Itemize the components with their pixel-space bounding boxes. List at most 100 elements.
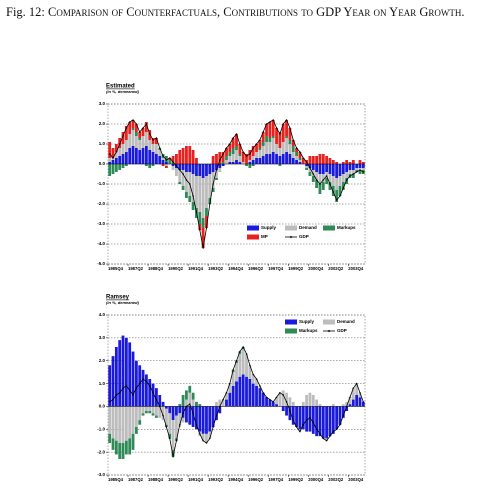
line-marker (178, 169, 181, 171)
line-marker (255, 143, 258, 145)
line-marker (282, 123, 285, 125)
bar (161, 160, 165, 164)
bar (355, 164, 359, 168)
bar (195, 406, 198, 430)
bar (248, 162, 252, 164)
line-marker (352, 387, 355, 390)
bar (198, 406, 202, 432)
legend-swatch (323, 319, 335, 325)
line-marker (125, 384, 128, 387)
bar (285, 138, 288, 152)
bar (311, 395, 315, 407)
bar (265, 397, 268, 407)
bar (331, 406, 335, 434)
x-tick-label: 1988Q4 (148, 477, 164, 482)
bar (341, 174, 345, 182)
bar (128, 122, 132, 134)
line-marker (362, 400, 365, 403)
bar (341, 404, 345, 407)
bar (325, 164, 329, 172)
bar (148, 150, 152, 164)
bar (108, 433, 112, 443)
bar (124, 126, 128, 140)
line-marker (218, 159, 221, 161)
line-marker (118, 143, 121, 145)
line-marker (222, 398, 225, 401)
bar (188, 385, 192, 393)
x-tick-label: 1988Q4 (148, 266, 164, 271)
bar (345, 401, 349, 407)
bar (231, 372, 235, 386)
bar (345, 172, 349, 178)
bar (158, 150, 162, 156)
line-marker (108, 400, 111, 403)
legend-label: Demand (299, 225, 317, 230)
bar (248, 160, 252, 162)
line-marker (192, 195, 195, 197)
bar (124, 164, 128, 166)
bar (165, 166, 168, 168)
bar (188, 392, 192, 407)
bar (118, 406, 122, 443)
line-marker (128, 389, 131, 392)
bar (358, 392, 362, 398)
legend-label: Supply (261, 225, 276, 230)
bar (341, 182, 345, 190)
bar (251, 374, 255, 384)
line-marker (122, 387, 124, 390)
legend-swatch (247, 225, 259, 231)
line-marker (325, 175, 328, 177)
bar (201, 164, 205, 178)
bar (221, 152, 225, 162)
line-marker (242, 151, 245, 153)
bar (191, 399, 195, 407)
bar (255, 379, 258, 386)
line-marker (252, 147, 255, 149)
bar (358, 397, 362, 407)
bar (325, 406, 329, 439)
bar (355, 170, 359, 172)
bar (288, 144, 292, 154)
line-marker (198, 229, 201, 231)
line-marker (155, 137, 158, 139)
bar (158, 395, 162, 407)
line-marker (292, 139, 295, 141)
bar (175, 415, 178, 439)
line-marker (312, 173, 315, 175)
line-marker (319, 432, 321, 435)
bar (215, 154, 218, 164)
bar (258, 150, 262, 158)
bar (351, 174, 355, 178)
line-marker (132, 394, 134, 396)
line-marker (172, 455, 174, 458)
line-marker (138, 131, 141, 133)
bar (161, 158, 165, 160)
bar (185, 146, 188, 164)
x-tick-label: 2002Q2 (328, 266, 344, 271)
bar (198, 224, 202, 230)
bar (301, 406, 305, 430)
bar (138, 420, 142, 425)
x-tick-label: 1994Q4 (228, 477, 244, 482)
bar (281, 142, 285, 154)
bar (255, 152, 258, 158)
bar (258, 385, 262, 389)
x-tick-label: 1997Q4 (268, 477, 284, 482)
bar (141, 148, 145, 164)
bar (154, 406, 158, 416)
bar (355, 383, 359, 395)
bar (291, 401, 295, 407)
bar (235, 160, 238, 164)
line-marker (349, 396, 351, 399)
bar (295, 148, 298, 152)
line-marker (115, 151, 118, 153)
bar (288, 140, 292, 144)
line-marker (152, 139, 154, 141)
bar (308, 406, 312, 432)
line-marker (235, 133, 238, 135)
y-tick-label: 1.0 (99, 381, 106, 386)
bar (134, 406, 138, 427)
bar (298, 162, 302, 164)
bar (211, 406, 215, 427)
x-tick-label: 1985Q4 (108, 477, 124, 482)
